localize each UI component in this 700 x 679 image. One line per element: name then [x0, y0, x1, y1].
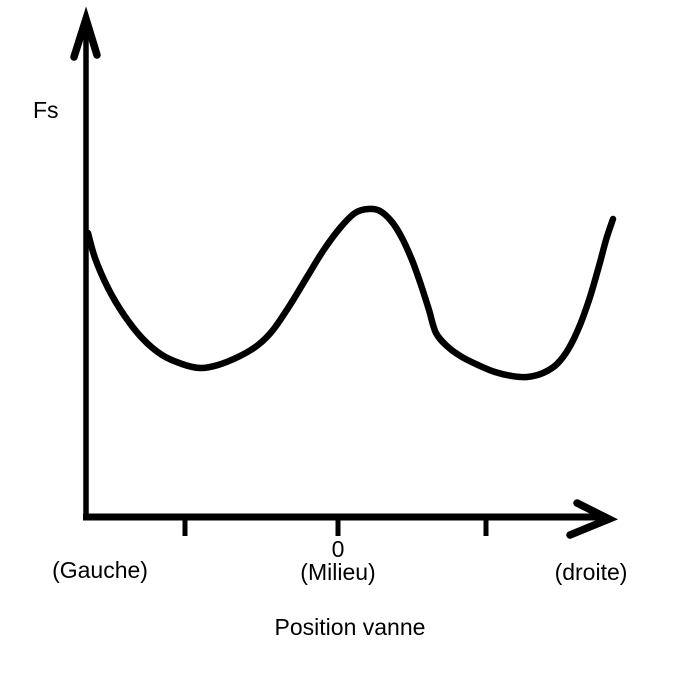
x-tick-label-middle-name: (Milieu) [300, 559, 376, 585]
y-axis-label: Fs [33, 97, 59, 123]
x-axis-arrow-icon [566, 499, 619, 539]
x-axis-title: Position vanne [274, 614, 426, 640]
y-axis-arrow-icon [70, 6, 101, 61]
x-tick-label-middle-value: 0 [331, 536, 345, 562]
fs-curve [84, 205, 617, 381]
x-tick-label-right: (droite) [554, 559, 628, 585]
x-tick-label-left: (Gauche) [52, 557, 148, 583]
x-tick-label-middle: 0 (Milieu) [300, 538, 375, 584]
